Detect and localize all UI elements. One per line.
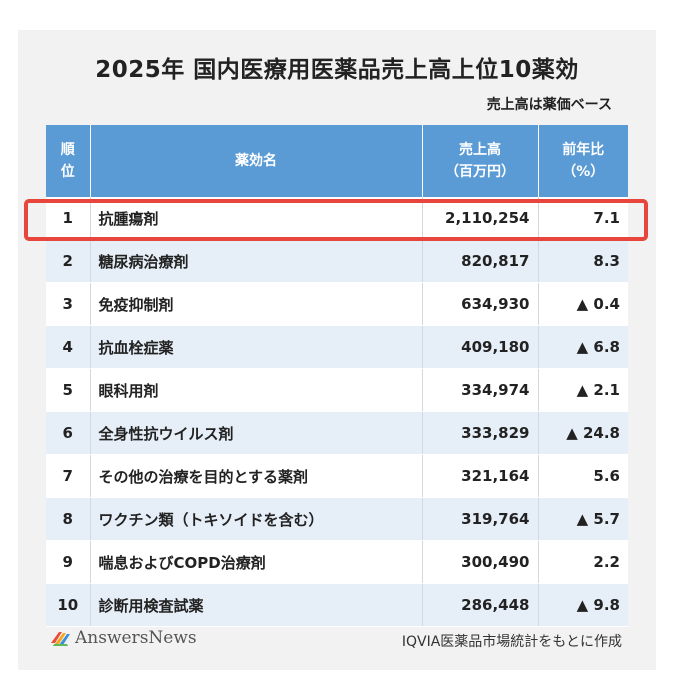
header-yoy: 前年比 （%） <box>538 125 628 197</box>
answersnews-logo-icon <box>51 632 70 646</box>
yoy-cell: 5.6 <box>538 454 628 498</box>
table-header-row: 順 位 薬効名 売上高 （百万円） 前年比 （%） <box>46 125 628 197</box>
header-rank: 順 位 <box>46 125 91 197</box>
drug-class-cell: 全身性抗ウイルス剤 <box>90 411 423 455</box>
yoy-cell: ▲ 9.8 <box>538 583 628 627</box>
sales-cell: 286,448 <box>422 583 539 627</box>
drug-class-cell: 喘息およびCOPD治療剤 <box>90 540 423 584</box>
drug-class-cell: ワクチン類（トキソイドを含む） <box>90 497 423 541</box>
sales-cell: 300,490 <box>422 540 539 584</box>
table-row: 8 ワクチン類（トキソイドを含む） 319,764 ▲ 5.7 <box>46 497 628 541</box>
table-row: 5 眼科用剤 334,974 ▲ 2.1 <box>46 368 628 412</box>
sales-cell: 333,829 <box>422 411 539 455</box>
drug-class-cell: 抗血栓症薬 <box>90 325 423 369</box>
drug-class-cell: その他の治療を目的とする薬剤 <box>90 454 423 498</box>
drug-class-cell: 眼科用剤 <box>90 368 423 412</box>
source-note: IQVIA医薬品市場統計をもとに作成 <box>401 634 622 650</box>
table-row: 9 喘息およびCOPD治療剤 300,490 2.2 <box>46 540 628 584</box>
rank-cell: 3 <box>46 282 91 326</box>
yoy-cell: 2.2 <box>538 540 628 584</box>
sales-cell: 2,110,254 <box>422 197 539 240</box>
sales-cell: 820,817 <box>422 239 539 283</box>
table-row: 2 糖尿病治療剤 820,817 8.3 <box>46 239 628 283</box>
subtitle-note: 売上高は薬価ベース <box>486 97 612 113</box>
sales-cell: 634,930 <box>422 282 539 326</box>
rank-cell: 9 <box>46 540 91 584</box>
sales-cell: 409,180 <box>422 325 539 369</box>
rank-cell: 7 <box>46 454 91 498</box>
sales-cell: 334,974 <box>422 368 539 412</box>
rank-cell: 10 <box>46 583 91 627</box>
table-row: 7 その他の治療を目的とする薬剤 321,164 5.6 <box>46 454 628 498</box>
drug-class-cell: 免疫抑制剤 <box>90 282 423 326</box>
yoy-cell: ▲ 0.4 <box>538 282 628 326</box>
drug-class-cell: 抗腫瘍剤 <box>90 197 423 240</box>
rank-cell: 5 <box>46 368 91 412</box>
table-row: 3 免疫抑制剤 634,930 ▲ 0.4 <box>46 282 628 326</box>
header-sales: 売上高 （百万円） <box>422 125 539 197</box>
sales-cell: 319,764 <box>422 497 539 541</box>
yoy-cell: 8.3 <box>538 239 628 283</box>
yoy-cell: 7.1 <box>538 197 628 240</box>
rank-cell: 4 <box>46 325 91 369</box>
rank-cell: 6 <box>46 411 91 455</box>
page-title: 2025年 国内医療用医薬品売上高上位10薬効 <box>95 57 579 83</box>
rank-cell: 8 <box>46 497 91 541</box>
rank-cell: 2 <box>46 239 91 283</box>
rank-cell: 1 <box>46 197 91 240</box>
ranking-table: 順 位 薬効名 売上高 （百万円） 前年比 （%） 1 抗腫瘍剤 2,110,2… <box>46 125 628 627</box>
yoy-cell: ▲ 5.7 <box>538 497 628 541</box>
yoy-cell: ▲ 2.1 <box>538 368 628 412</box>
yoy-cell: ▲ 6.8 <box>538 325 628 369</box>
table-row: 4 抗血栓症薬 409,180 ▲ 6.8 <box>46 325 628 369</box>
table-row: 1 抗腫瘍剤 2,110,254 7.1 <box>46 197 628 240</box>
header-drug-class: 薬効名 <box>90 125 423 197</box>
drug-class-cell: 糖尿病治療剤 <box>90 239 423 283</box>
yoy-cell: ▲ 24.8 <box>538 411 628 455</box>
sales-cell: 321,164 <box>422 454 539 498</box>
answersnews-logo: AnswersNews <box>50 628 197 648</box>
table-row: 6 全身性抗ウイルス剤 333,829 ▲ 24.8 <box>46 411 628 455</box>
drug-class-cell: 診断用検査試薬 <box>90 583 423 627</box>
table-row: 10 診断用検査試薬 286,448 ▲ 9.8 <box>46 583 628 627</box>
logo-text: AnswersNews <box>75 628 197 648</box>
